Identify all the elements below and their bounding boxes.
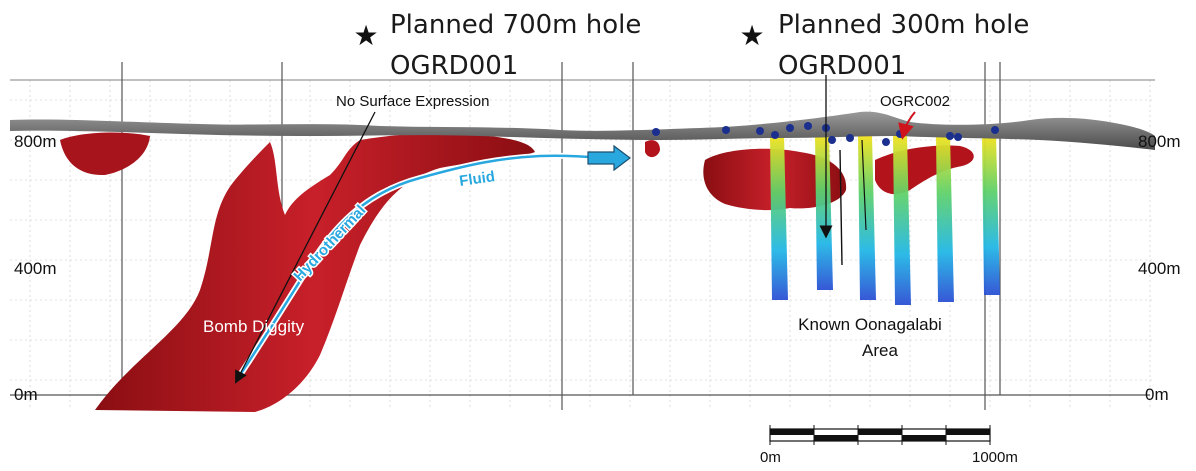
elev-800-left: 800m	[14, 132, 57, 151]
collar-marker	[786, 124, 794, 132]
drill-holes	[770, 135, 1000, 305]
collar-marker	[946, 132, 954, 140]
drill-hole-trace	[936, 135, 954, 302]
collar-marker	[954, 133, 962, 141]
scale-bar-end-label: 1000m	[972, 449, 1018, 466]
collar-marker	[652, 128, 660, 136]
hydrothermal-fluid-path	[237, 144, 631, 377]
elevation-labels-left: 800m 400m 0m	[14, 132, 57, 404]
drill-hole-trace	[770, 135, 788, 300]
ogrc-pointer-arrow	[898, 111, 916, 140]
elev-0-left: 0m	[14, 385, 38, 404]
scale-bar-start-label: 0m	[760, 449, 781, 466]
star-icon: ★	[353, 20, 378, 51]
label-known-oonagalabi: Known Oonagalabi	[798, 315, 942, 334]
elev-400-right: 400m	[1138, 259, 1181, 278]
planned-hole-id: OGRD001	[778, 51, 906, 81]
drill-hole-trace	[982, 135, 1000, 295]
orebody-bomb-diggity	[60, 132, 535, 412]
surface-topography	[10, 111, 1155, 150]
drill-hole-trace	[815, 135, 833, 290]
planned-hole-right: ★ Planned 300m hole OGRD001	[739, 10, 1029, 81]
elev-400-left: 400m	[14, 259, 57, 278]
drill-collars	[652, 122, 999, 146]
elevation-labels-right: 800m 400m 0m	[1138, 132, 1181, 404]
collar-marker	[846, 134, 854, 142]
label-ogrc002: OGRC002	[880, 93, 950, 110]
collar-marker	[804, 122, 812, 130]
planned-hole-title: Planned 700m hole	[390, 10, 641, 40]
elev-800-right: 800m	[1138, 132, 1181, 151]
planned-hole-id: OGRD001	[390, 51, 518, 81]
drill-hole-trace	[858, 135, 876, 300]
elev-0-right: 0m	[1145, 385, 1169, 404]
star-icon: ★	[739, 20, 764, 51]
planned-hole-left: ★ Planned 700m hole OGRD001	[353, 10, 641, 81]
planned-hole-title: Planned 300m hole	[778, 10, 1029, 40]
drill-hole-trace	[893, 135, 911, 305]
collar-marker	[896, 130, 904, 138]
label-area: Area	[862, 341, 898, 360]
collar-marker	[882, 138, 890, 146]
label-no-surface-expression: No Surface Expression	[336, 93, 489, 110]
label-bomb-diggity: Bomb Diggity	[203, 317, 305, 336]
label-fluid: Fluid	[458, 168, 496, 190]
collar-marker	[828, 136, 836, 144]
scale-bar: 0m 1000m	[760, 425, 1018, 466]
collar-marker	[991, 126, 999, 134]
collar-marker	[771, 131, 779, 139]
collar-marker	[756, 127, 764, 135]
collar-marker	[722, 126, 730, 134]
orebody-oonagalabi	[645, 140, 974, 211]
annotation-arrows	[235, 75, 833, 384]
